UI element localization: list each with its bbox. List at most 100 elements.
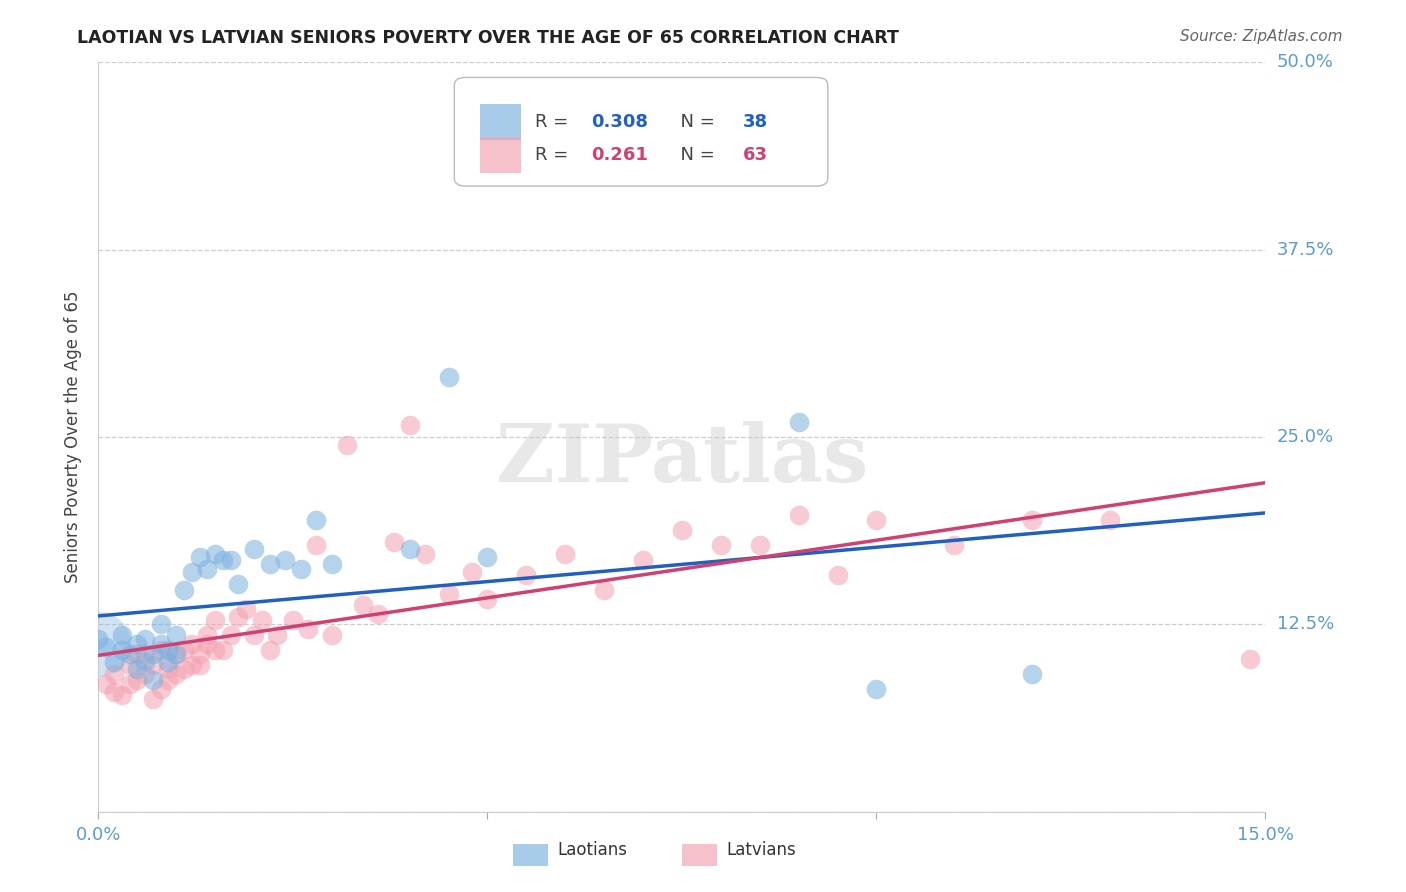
Point [219, 553, 242, 567]
Text: 0.308: 0.308 [591, 113, 648, 131]
Point [188, 549, 211, 564]
Point [266, 628, 288, 642]
Point [748, 538, 770, 552]
Point [165, 648, 187, 662]
FancyBboxPatch shape [454, 78, 828, 186]
Point [157, 655, 180, 669]
Text: 50.0%: 50.0% [1277, 54, 1333, 71]
Point [281, 613, 304, 627]
Text: 63: 63 [742, 146, 768, 164]
Point [111, 628, 134, 642]
Point [118, 648, 141, 662]
Point [103, 685, 125, 699]
Point [297, 622, 319, 636]
Point [827, 568, 849, 582]
Point [111, 643, 134, 657]
Point [212, 553, 235, 567]
Point [1239, 652, 1261, 666]
Point [180, 565, 202, 579]
Point [321, 558, 343, 572]
Text: 0.261: 0.261 [591, 146, 648, 164]
Point [180, 637, 202, 651]
Point [188, 657, 211, 672]
Point [165, 648, 187, 662]
Point [865, 681, 887, 696]
Point [943, 538, 966, 552]
Point [149, 681, 172, 696]
Point [195, 562, 218, 576]
Point [228, 610, 250, 624]
Point [437, 370, 460, 384]
Text: Source: ZipAtlas.com: Source: ZipAtlas.com [1180, 29, 1343, 44]
Point [165, 628, 187, 642]
Point [118, 657, 141, 672]
Point [127, 637, 149, 651]
Text: 12.5%: 12.5% [1277, 615, 1334, 633]
Point [165, 666, 187, 681]
Point [1021, 666, 1043, 681]
Point [188, 648, 211, 662]
Point [243, 542, 266, 557]
Point [228, 577, 250, 591]
Point [235, 602, 257, 616]
Point [787, 415, 810, 429]
Y-axis label: Seniors Poverty Over the Age of 65: Seniors Poverty Over the Age of 65 [65, 291, 83, 583]
Text: R =: R = [534, 146, 574, 164]
Text: ZIPatlas: ZIPatlas [496, 420, 868, 499]
Point [173, 582, 195, 597]
Bar [479, 104, 520, 140]
Point [180, 657, 202, 672]
Point [87, 637, 110, 651]
Point [274, 553, 297, 567]
Point [461, 565, 484, 579]
Point [382, 535, 405, 549]
Point [413, 547, 436, 561]
Point [96, 640, 118, 654]
Point [134, 655, 156, 669]
Point [204, 643, 226, 657]
Point [142, 692, 165, 706]
Point [1098, 512, 1121, 526]
Text: N =: N = [669, 146, 720, 164]
Point [250, 613, 273, 627]
Point [305, 512, 328, 526]
Point [305, 538, 328, 552]
Point [398, 542, 420, 557]
Point [593, 582, 616, 597]
Point [787, 508, 810, 522]
Point [134, 666, 156, 681]
Point [352, 598, 374, 612]
Point [865, 512, 887, 526]
Point [195, 628, 218, 642]
Point [157, 643, 180, 657]
Point [631, 553, 654, 567]
Point [149, 643, 172, 657]
Point [142, 673, 165, 687]
Point [118, 677, 141, 691]
Point [157, 673, 180, 687]
Point [477, 549, 499, 564]
Point [87, 632, 110, 647]
Point [149, 617, 172, 632]
Bar [682, 844, 717, 866]
Text: N =: N = [669, 113, 720, 131]
Point [336, 437, 359, 451]
Point [515, 568, 537, 582]
Point [259, 558, 281, 572]
Bar [479, 137, 520, 173]
Point [149, 637, 172, 651]
Point [127, 662, 149, 676]
Point [103, 666, 125, 681]
Point [134, 632, 156, 647]
Point [204, 547, 226, 561]
Point [96, 677, 118, 691]
Point [173, 643, 195, 657]
Point [134, 648, 156, 662]
Text: Latvians: Latvians [727, 841, 796, 859]
Text: Laotians: Laotians [557, 841, 627, 859]
Point [111, 688, 134, 702]
Point [671, 523, 693, 537]
Point [437, 587, 460, 601]
Point [1021, 512, 1043, 526]
Point [321, 628, 343, 642]
